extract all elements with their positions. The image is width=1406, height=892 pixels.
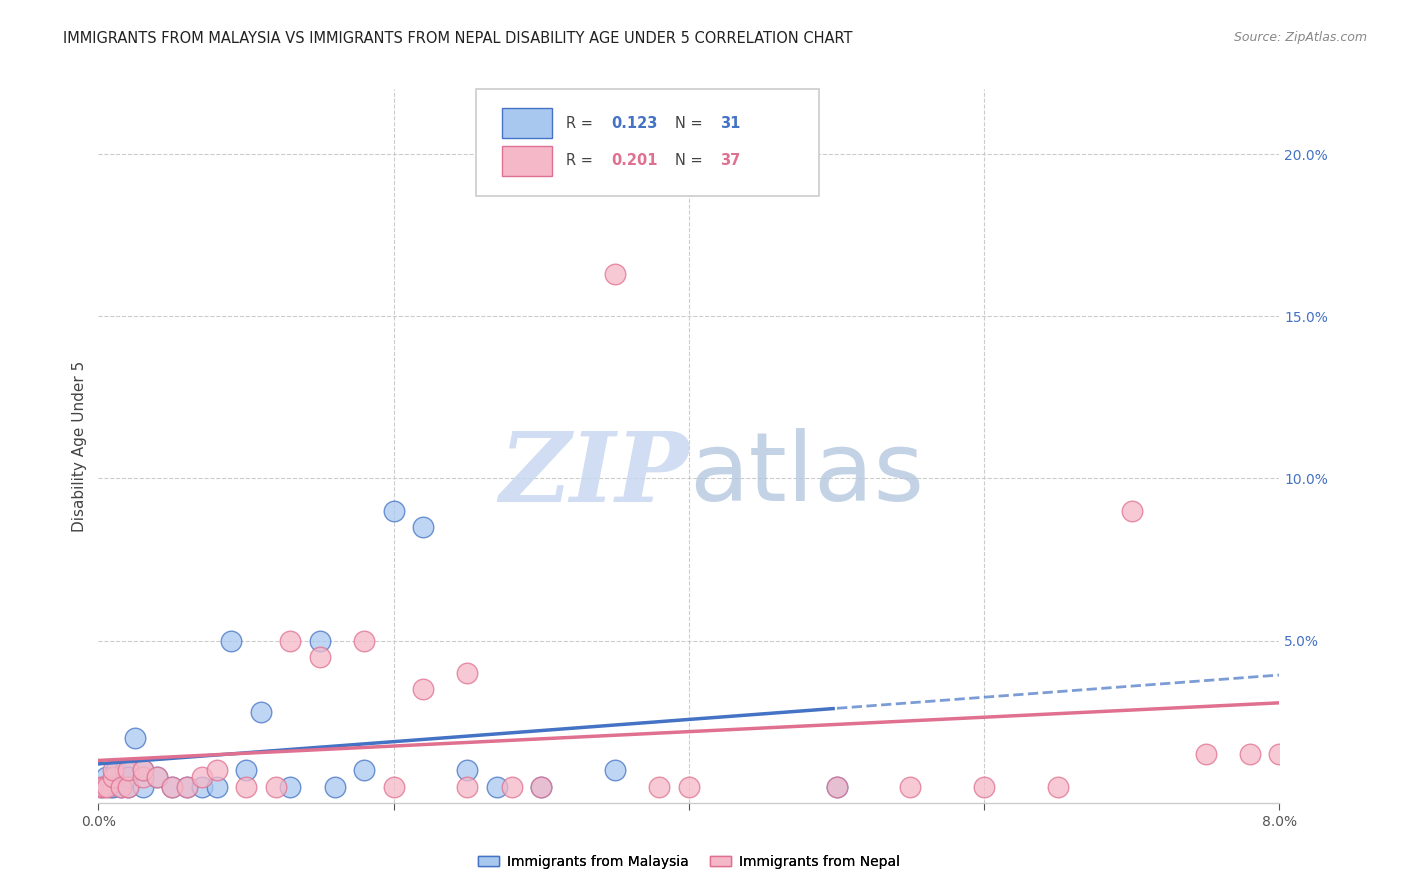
Point <box>530 780 553 794</box>
Point <box>278 633 302 648</box>
Text: 37: 37 <box>720 153 740 168</box>
Point <box>456 780 478 794</box>
Text: atlas: atlas <box>689 428 924 521</box>
Text: Source: ZipAtlas.com: Source: ZipAtlas.com <box>1233 31 1367 45</box>
Point <box>146 770 169 784</box>
Point <box>264 780 287 794</box>
Point <box>1194 747 1216 761</box>
Point <box>146 770 169 784</box>
Point <box>205 764 228 778</box>
Legend: Immigrants from Malaysia, Immigrants from Nepal: Immigrants from Malaysia, Immigrants fro… <box>472 849 905 874</box>
Point <box>103 764 125 778</box>
Point <box>973 780 995 794</box>
Point <box>96 780 118 794</box>
Point <box>176 780 198 794</box>
Point <box>219 633 242 648</box>
Point <box>90 780 112 794</box>
Text: 0.123: 0.123 <box>612 116 658 131</box>
Point <box>1121 504 1143 518</box>
Point <box>98 780 121 794</box>
Text: N =: N = <box>675 153 707 168</box>
FancyBboxPatch shape <box>502 109 553 138</box>
Point <box>103 780 125 794</box>
Point <box>412 520 434 534</box>
Point <box>105 764 128 778</box>
Point <box>323 780 346 794</box>
Point <box>250 705 273 719</box>
Y-axis label: Disability Age Under 5: Disability Age Under 5 <box>72 360 87 532</box>
Point <box>90 780 112 794</box>
Text: R =: R = <box>567 153 598 168</box>
Text: 0.201: 0.201 <box>612 153 658 168</box>
Point <box>103 770 125 784</box>
Point <box>235 780 257 794</box>
Point <box>456 764 478 778</box>
Point <box>117 780 139 794</box>
Point <box>132 780 155 794</box>
Point <box>94 770 117 784</box>
Point <box>162 780 183 794</box>
Point <box>308 633 332 648</box>
Point <box>456 666 478 681</box>
Point <box>412 682 434 697</box>
Point <box>825 780 848 794</box>
Text: ZIP: ZIP <box>499 427 689 522</box>
Point <box>117 780 139 794</box>
Point <box>176 780 198 794</box>
Point <box>124 731 146 745</box>
Point <box>382 504 405 518</box>
Point <box>501 780 523 794</box>
FancyBboxPatch shape <box>477 89 818 196</box>
Point <box>205 780 228 794</box>
Point <box>825 780 848 794</box>
Point <box>132 764 155 778</box>
FancyBboxPatch shape <box>502 145 553 176</box>
Point <box>648 780 671 794</box>
Point <box>605 267 627 281</box>
Point <box>110 780 132 794</box>
Point <box>1239 747 1261 761</box>
Point <box>235 764 257 778</box>
Point <box>132 770 155 784</box>
Point <box>382 780 405 794</box>
Point <box>117 764 139 778</box>
Point <box>605 764 627 778</box>
Point <box>191 780 214 794</box>
Point <box>900 780 922 794</box>
Point <box>117 770 139 784</box>
Point <box>678 780 700 794</box>
Point <box>93 780 115 794</box>
Point <box>191 770 214 784</box>
Point <box>530 780 553 794</box>
Point <box>353 633 375 648</box>
Point <box>162 780 183 794</box>
Point <box>278 780 302 794</box>
Text: 31: 31 <box>720 116 740 131</box>
Point <box>1268 747 1291 761</box>
Text: IMMIGRANTS FROM MALAYSIA VS IMMIGRANTS FROM NEPAL DISABILITY AGE UNDER 5 CORRELA: IMMIGRANTS FROM MALAYSIA VS IMMIGRANTS F… <box>63 31 853 46</box>
Point <box>110 780 132 794</box>
Point <box>132 764 155 778</box>
Point <box>485 780 508 794</box>
Point <box>353 764 375 778</box>
Point <box>114 764 136 778</box>
Point <box>308 649 332 664</box>
Text: R =: R = <box>567 116 598 131</box>
Text: N =: N = <box>675 116 707 131</box>
Point <box>1046 780 1069 794</box>
